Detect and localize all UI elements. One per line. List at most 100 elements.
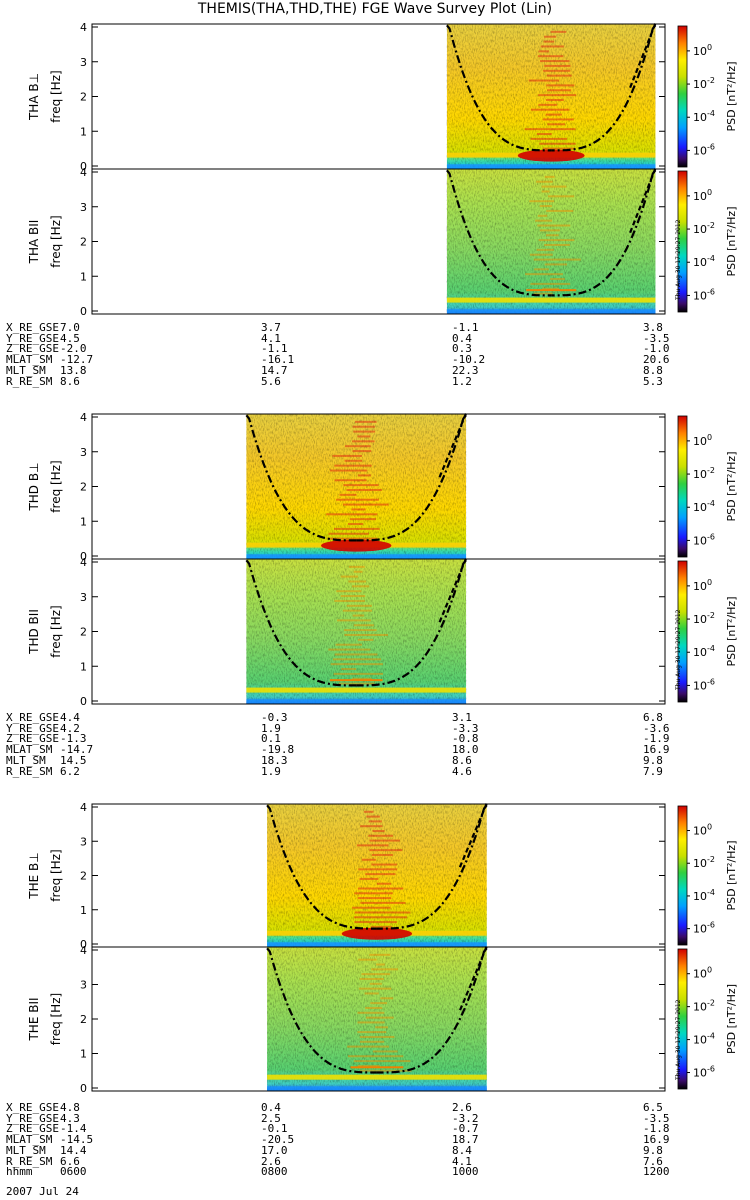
- colorbar-tick-label: 10-6: [693, 287, 715, 302]
- low-frequency-floor: [267, 1086, 487, 1091]
- harmonic-streak: [358, 958, 377, 961]
- harmonic-streak: [530, 137, 568, 140]
- harmonic-streak: [543, 40, 555, 43]
- y-tick-label: 0: [80, 695, 87, 708]
- y-tick-label: 4: [80, 411, 87, 424]
- harmonic-streak: [363, 810, 374, 813]
- harmonic-streak: [346, 488, 382, 491]
- harmonic-streak: [348, 580, 367, 583]
- harmonic-streak: [364, 992, 379, 995]
- harmonic-streak: [372, 1050, 398, 1053]
- y-tick-label: 3: [80, 446, 87, 459]
- colorbar-label: PSD [nT²/Hz]: [725, 596, 738, 666]
- colorbar-tick-label: 10-2: [693, 466, 715, 481]
- ephemeris-value: -1.8: [643, 1122, 670, 1136]
- harmonic-streak: [542, 287, 560, 290]
- ephemeris-value: 4.6: [452, 764, 472, 778]
- harmonic-streak: [352, 614, 365, 617]
- ephemeris-value: 13.8: [60, 363, 87, 377]
- harmonic-streak: [353, 1060, 411, 1063]
- power-peak: [321, 539, 392, 552]
- ephemeris-value: -20.5: [261, 1133, 295, 1147]
- harmonic-streak: [333, 672, 384, 675]
- y-tick-label: 1: [80, 904, 87, 917]
- ephemeris-value: 0.3: [452, 342, 472, 356]
- colorbar: 100 10-2 10-4 10-6 PSD [nT²/Hz]: [677, 415, 738, 558]
- ephemeris-row-label: R_RE_SM: [6, 1154, 53, 1168]
- harmonic-streak: [530, 282, 571, 285]
- harmonic-streak: [542, 147, 576, 150]
- harmonic-streak: [347, 523, 364, 526]
- harmonic-streak: [537, 224, 571, 227]
- harmonic-streak: [547, 89, 572, 92]
- ephemeris-value: -3.5: [643, 331, 670, 345]
- y-tick-label: 3: [80, 201, 87, 214]
- ephemeris-value: 16.9: [643, 1133, 670, 1147]
- colorbar-tick-label: 10-6: [693, 142, 715, 157]
- harmonic-streak: [540, 45, 564, 48]
- y-tick-label: 4: [80, 944, 87, 957]
- ephemeris-value: 3.1: [452, 711, 472, 724]
- harmonic-streak: [334, 599, 365, 602]
- colorbar-scale: [677, 415, 688, 558]
- harmonic-streak: [335, 643, 362, 646]
- harmonic-streak: [544, 175, 555, 178]
- harmonic-streak: [332, 454, 362, 457]
- spectrogram-panel-tha-bperp: 0 1 2 3 4 THA B⊥ freq [Hz] 100 10-2 10-4 10-6 PSD […: [27, 21, 738, 173]
- y-tick-label: 1: [80, 1048, 87, 1061]
- ephemeris-row-label: X_RE_GSE: [6, 321, 59, 334]
- panel-label: THA B⊥: [27, 73, 41, 121]
- colorbar-tick-label: 10-4: [693, 499, 715, 514]
- colorbar-tick-label: 10-6: [693, 1065, 715, 1080]
- harmonic-streak: [371, 853, 393, 856]
- harmonic-streak: [539, 205, 552, 208]
- harmonic-streak: [357, 1064, 380, 1067]
- ephemeris-row-label: Y_RE_GSE: [6, 721, 59, 735]
- colorbar-scale: [677, 25, 688, 168]
- ephemeris-value: 20.6: [643, 353, 670, 367]
- ephemeris-value: 22.3: [452, 363, 479, 377]
- harmonic-streak: [536, 133, 552, 136]
- cutoff-curve-right: [551, 24, 657, 152]
- harmonic-streak: [546, 84, 575, 87]
- colorbar-tick-label: 10-2: [693, 76, 715, 91]
- low-frequency-band: [267, 1074, 487, 1080]
- harmonic-streak: [353, 430, 376, 433]
- colorbar-tick-label: 10-2: [693, 611, 715, 626]
- ephemeris-value: -3.6: [643, 721, 670, 735]
- cutoff-curve-left: [446, 169, 552, 297]
- colorbar-tick-label: 10-6: [693, 532, 715, 547]
- cutoff-curve-left: [266, 804, 377, 930]
- y-tick-label: 1: [80, 270, 87, 283]
- harmonic-streak: [541, 190, 550, 193]
- y-axis-label: freq [Hz]: [49, 215, 63, 267]
- ephemeris-value: 2.5: [261, 1111, 281, 1125]
- y-tick-label: 0: [80, 550, 87, 563]
- harmonic-streak: [352, 450, 372, 453]
- colorbar-tick-label: 100: [693, 823, 712, 838]
- harmonic-streak: [539, 229, 560, 232]
- colorbar: 100 10-2 10-4 10-6 PSD [nT²/Hz]: [677, 948, 738, 1090]
- harmonic-streak: [349, 518, 376, 521]
- ephemeris-value: -3.5: [643, 1111, 670, 1125]
- harmonic-streak: [380, 997, 394, 1000]
- cutoff-curve-left: [446, 24, 552, 152]
- ephemeris-row-label: MLAT_SM: [6, 743, 53, 757]
- harmonic-streak: [361, 973, 391, 976]
- ephemeris-value: 6.8: [643, 711, 663, 724]
- ephemeris-value: 4.3: [60, 1111, 80, 1125]
- harmonic-streak: [535, 219, 553, 222]
- ephemeris-row-label: MLT_SM: [6, 1143, 46, 1157]
- ephemeris-value: 6.2: [60, 764, 80, 778]
- harmonic-streak: [357, 1021, 385, 1024]
- harmonic-streak: [369, 839, 400, 842]
- harmonic-streak: [346, 604, 372, 607]
- ephemeris-value: -19.8: [261, 743, 295, 757]
- ephemeris-value: 4.2: [60, 721, 80, 735]
- y-tick-label: 0: [80, 160, 87, 173]
- power-streak: [329, 679, 383, 682]
- colorbar-tick-label: 100: [693, 433, 712, 448]
- colorbar-tick-label: 10-4: [693, 1032, 715, 1047]
- y-tick-label: 0: [80, 1082, 87, 1095]
- spectrogram-panel-tha-bpar: 0 1 2 3 4 THA BII freq [Hz] 100 10-2 10-4 10-6 PSD …: [27, 166, 738, 318]
